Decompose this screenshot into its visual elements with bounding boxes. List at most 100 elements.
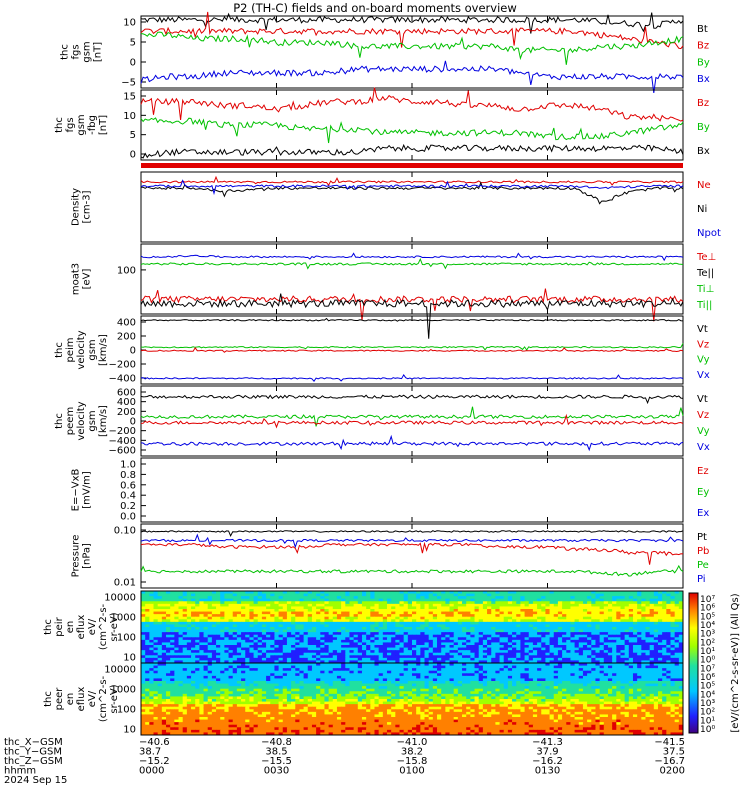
spectrogram-cell (216, 639, 221, 643)
spectrogram-cell (616, 652, 621, 656)
spectrogram-cell (570, 681, 576, 685)
spectrogram-cell (478, 629, 484, 633)
spectrogram-cell (516, 675, 521, 679)
spectrogram-cell (303, 675, 309, 679)
spectrogram-cell (270, 655, 275, 659)
spectrogram-cell (503, 609, 509, 613)
spectrogram-cell (286, 647, 292, 651)
spectrogram-cell (253, 650, 259, 654)
spectrogram-cell (432, 629, 438, 633)
spectrogram-cell (632, 650, 638, 654)
spectrogram-cell (499, 611, 505, 615)
spectrogram-cell (328, 670, 334, 674)
spectrogram-cell (624, 614, 630, 618)
spectrogram-cell (149, 629, 155, 633)
spectrogram-cell (161, 637, 167, 641)
spectrogram-cell (482, 655, 488, 659)
spectrogram-cell (336, 681, 342, 685)
spectrogram-cell (545, 665, 551, 669)
spectrogram-cell (616, 603, 621, 607)
spectrogram-cell (266, 591, 271, 595)
spectrogram-cell (666, 629, 671, 633)
series-peim-3 (140, 373, 684, 383)
spectrogram-cell (620, 645, 626, 649)
spectrogram-cell (507, 681, 513, 685)
spectrogram-cell (570, 675, 576, 679)
spectrogram-cell (266, 668, 271, 672)
spectrogram-cell (245, 593, 250, 597)
spectrogram-cell (578, 593, 584, 597)
spectrogram-cell (595, 619, 601, 623)
y-axis-label: [km/s] (98, 334, 109, 366)
spectrogram-cell (449, 675, 455, 679)
spectrogram-cell (341, 619, 346, 623)
spectrogram-cell (620, 668, 626, 672)
spectrogram-cell (149, 601, 155, 605)
spectrogram-cell (545, 616, 551, 620)
spectrogram-cell (236, 670, 242, 674)
spectrogram-cell (241, 668, 246, 672)
spectrogram-cell (178, 668, 184, 672)
spectrogram-cell (291, 650, 296, 654)
spectrogram-cell (520, 673, 526, 677)
spectrogram-cell (266, 681, 271, 685)
spectrogram-cell (478, 668, 484, 672)
spectrogram-cell (170, 637, 175, 641)
spectrogram-cell (507, 639, 513, 643)
spectrogram-cell (341, 678, 346, 682)
spectrogram-cell (587, 609, 592, 613)
spectrogram-cell (232, 634, 238, 638)
spectrogram-cell (487, 675, 492, 679)
y-axis-label: gsm (82, 41, 93, 62)
spectrogram-cell (549, 621, 555, 625)
spectrogram-cell (361, 603, 367, 607)
spectrogram-cell (182, 639, 188, 643)
y-axis-label: velocity (76, 401, 87, 440)
spectrogram-cell (274, 596, 280, 600)
legend-label: Ex (697, 508, 709, 519)
spectrogram-cell (307, 629, 313, 633)
spectrogram-cell (370, 632, 375, 636)
spectrogram-cell (532, 647, 538, 651)
spectrogram-cell (628, 609, 634, 613)
spectrogram-cell (361, 616, 367, 620)
spectrogram-cell (378, 675, 384, 679)
spectrogram-cell (503, 632, 509, 636)
spectrogram-cell (166, 606, 171, 610)
spectrogram-cell (632, 668, 638, 672)
spectrogram-cell (257, 598, 263, 602)
spectrogram-cell (674, 627, 680, 631)
spectrogram-cell (437, 673, 442, 677)
spectrogram-cell (316, 647, 321, 651)
spectrogram-cell (395, 609, 400, 613)
spectrogram-cell (624, 657, 630, 661)
spectrogram-cell (299, 614, 305, 618)
spectrogram-cell (591, 591, 596, 595)
spectrogram-cell (278, 629, 284, 633)
spectrogram-cell (370, 629, 375, 633)
spectrogram-cell (299, 611, 305, 615)
spectrogram-cell (662, 675, 667, 679)
spectrogram-cell (482, 681, 488, 685)
spectrogram-cell (503, 650, 509, 654)
spectrogram-cell (487, 673, 492, 677)
spectrogram-cell (374, 639, 380, 643)
spectrogram-cell (195, 609, 200, 613)
spectrogram-cell (236, 642, 242, 646)
spectrogram-cell (503, 637, 509, 641)
spectrogram-cell (466, 670, 471, 674)
spectrogram-cell (203, 665, 209, 669)
spectrogram-cell (332, 598, 338, 602)
spectrogram-cell (678, 619, 684, 623)
spectrogram-cell (232, 632, 238, 636)
series-fgs2-1 (140, 117, 684, 144)
spectrogram-cell (420, 681, 426, 685)
spectrogram-cell (437, 614, 442, 618)
spectrogram-cell (236, 603, 242, 607)
spectrogram-cell (316, 624, 321, 628)
spectrogram-cell (141, 614, 146, 618)
spectrogram-cell (512, 606, 517, 610)
series-fgs-3 (140, 60, 684, 93)
spectrogram-cell (357, 601, 363, 605)
spectrogram-cell (512, 603, 517, 607)
